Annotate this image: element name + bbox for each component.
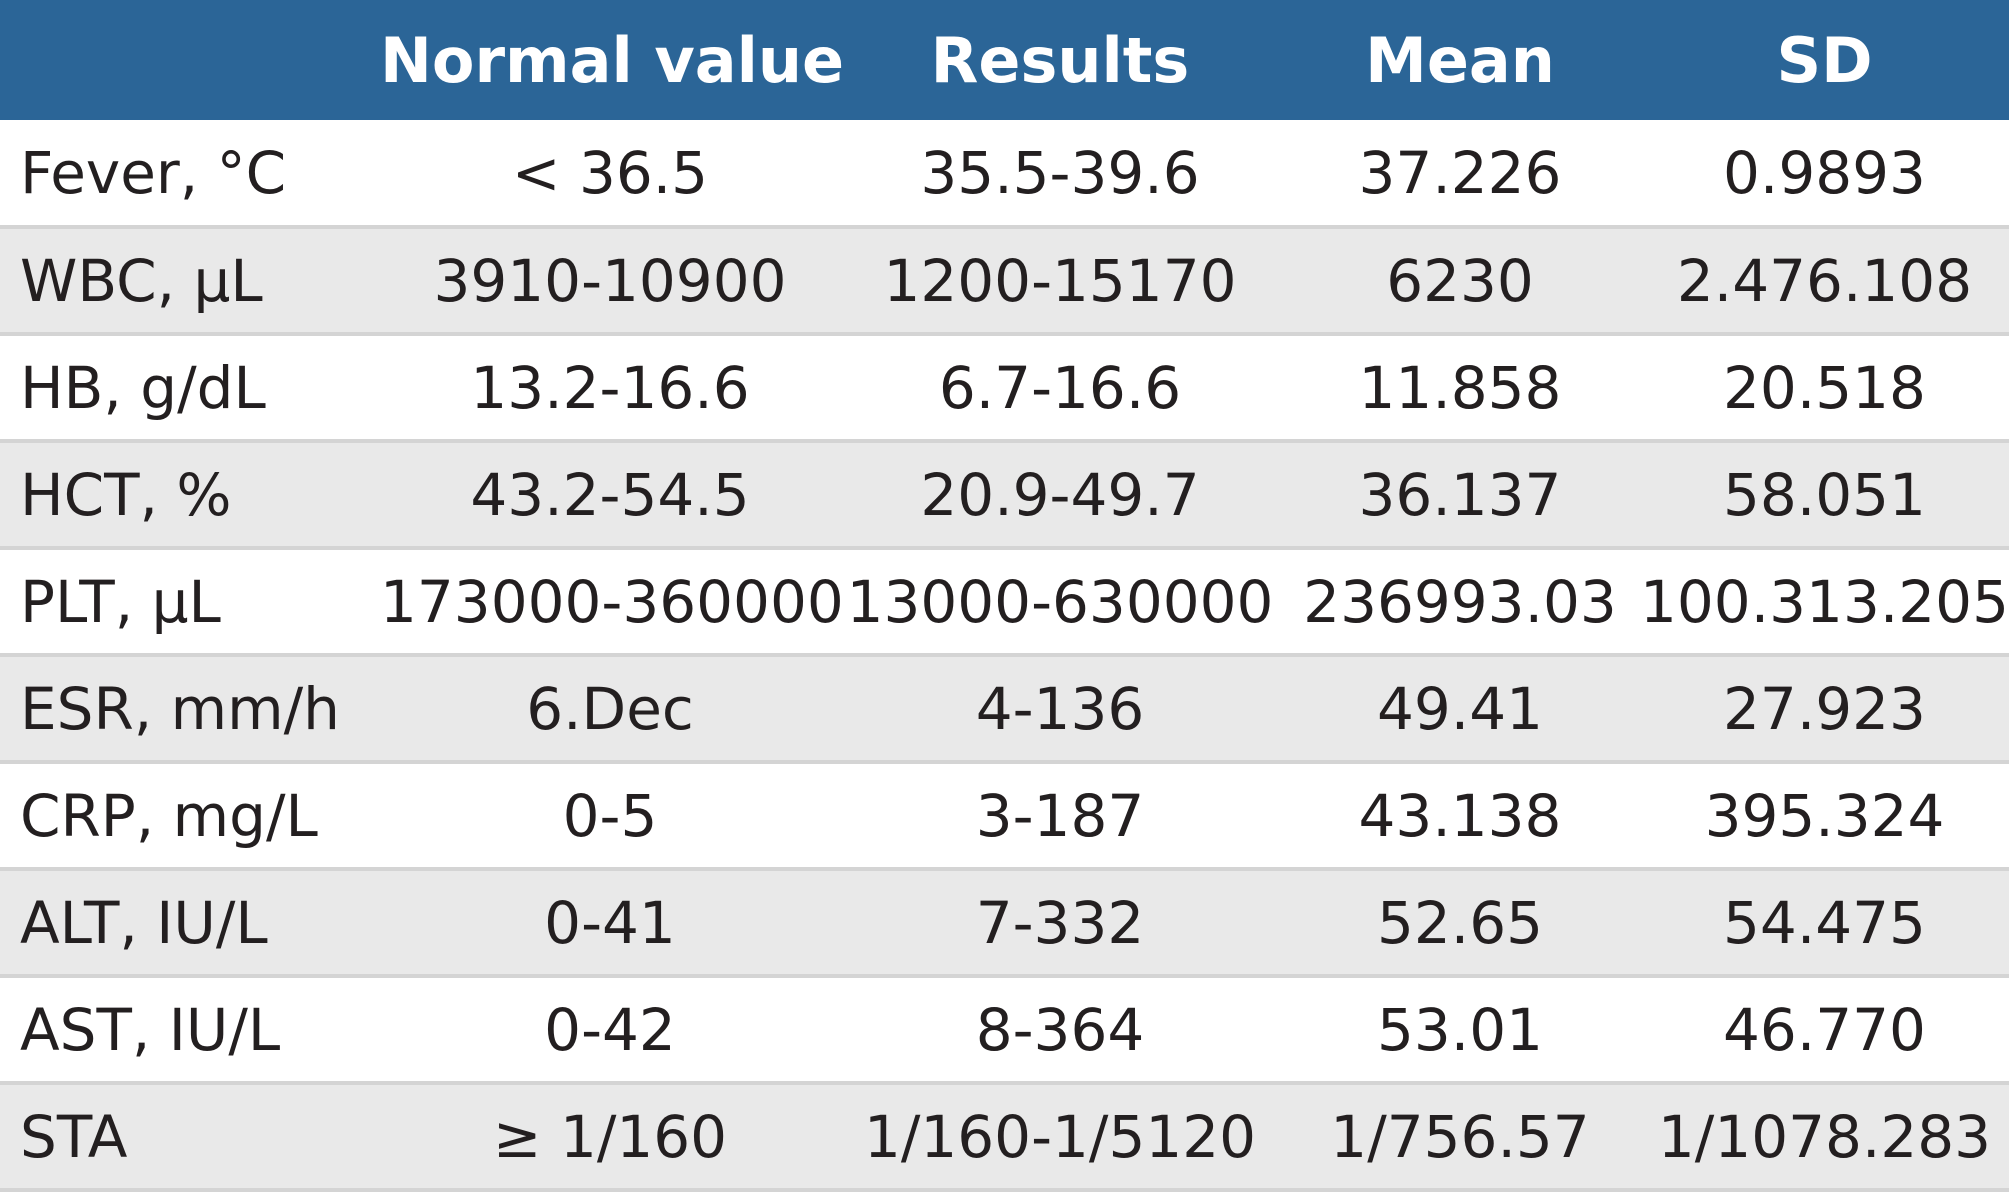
parameter-cell: WBC, μL — [20, 246, 263, 315]
table-body: Fever, °C < 36.5 35.5-39.6 37.226 0.9893… — [0, 120, 2009, 1190]
results-cell: 8-364 — [975, 995, 1145, 1064]
header-mean: Mean — [1365, 23, 1555, 97]
mean-cell: 43.138 — [1358, 781, 1562, 850]
normal-value-cell: 0-41 — [544, 888, 676, 957]
mean-cell: 53.01 — [1376, 995, 1544, 1064]
normal-value-cell: 0-42 — [544, 995, 676, 1064]
normal-value-cell: 173000-360000 — [380, 567, 844, 636]
mean-cell: 37.226 — [1358, 138, 1562, 207]
results-cell: 4-136 — [975, 674, 1145, 743]
normal-value-cell: ≥ 1/160 — [492, 1102, 728, 1171]
results-cell: 20.9-49.7 — [920, 460, 1200, 529]
sd-cell: 58.051 — [1723, 460, 1926, 529]
parameter-cell: Fever, °C — [20, 138, 287, 207]
parameter-cell: AST, IU/L — [20, 995, 281, 1064]
parameter-cell: HCT, % — [20, 460, 232, 529]
table-row: STA ≥ 1/160 1/160-1/5120 1/756.57 1/1078… — [0, 1083, 2009, 1190]
header-parameter — [0, 0, 380, 120]
normal-value-cell: < 36.5 — [511, 138, 709, 207]
parameter-cell: HB, g/dL — [20, 353, 266, 422]
mean-cell: 49.41 — [1376, 674, 1544, 743]
mean-cell: 11.858 — [1358, 353, 1562, 422]
parameter-cell: CRP, mg/L — [20, 781, 318, 850]
table-row: CRP, mg/L 0-5 3-187 43.138 395.324 — [0, 762, 2009, 869]
results-cell: 13000-630000 — [846, 567, 1274, 636]
mean-cell: 52.65 — [1376, 888, 1544, 957]
sd-cell: 100.313.205 — [1640, 567, 2009, 636]
normal-value-cell: 43.2-54.5 — [470, 460, 750, 529]
sd-cell: 395.324 — [1704, 781, 1945, 850]
results-cell: 3-187 — [975, 781, 1145, 850]
results-cell: 1/160-1/5120 — [863, 1102, 1257, 1171]
results-cell: 6.7-16.6 — [938, 353, 1182, 422]
table-row: HB, g/dL 13.2-16.6 6.7-16.6 11.858 20.51… — [0, 334, 2009, 441]
table-row: WBC, μL 3910-10900 1200-15170 6230 2.476… — [0, 227, 2009, 334]
header-sd: SD — [1776, 23, 1873, 97]
sd-cell: 0.9893 — [1723, 138, 1926, 207]
header-results: Results — [930, 23, 1190, 97]
results-cell: 7-332 — [975, 888, 1145, 957]
parameter-cell: ALT, IU/L — [20, 888, 268, 957]
sd-cell: 27.923 — [1723, 674, 1926, 743]
sd-cell: 20.518 — [1723, 353, 1926, 422]
header-row: Normal value Results Mean SD — [0, 0, 2009, 120]
table-row: ALT, IU/L 0-41 7-332 52.65 54.475 — [0, 869, 2009, 976]
table-row: ESR, mm/h 6.Dec 4-136 49.41 27.923 — [0, 655, 2009, 762]
normal-value-cell: 3910-10900 — [433, 246, 787, 315]
sd-cell: 2.476.108 — [1676, 246, 1973, 315]
normal-value-cell: 13.2-16.6 — [470, 353, 750, 422]
table-row: PLT, μL 173000-360000 13000-630000 23699… — [0, 548, 2009, 655]
normal-value-cell: 0-5 — [562, 781, 658, 850]
parameter-cell: ESR, mm/h — [20, 674, 340, 743]
parameter-cell: STA — [20, 1102, 128, 1171]
sd-cell: 54.475 — [1723, 888, 1926, 957]
table-row: HCT, % 43.2-54.5 20.9-49.7 36.137 58.051 — [0, 441, 2009, 548]
table-row: Fever, °C < 36.5 35.5-39.6 37.226 0.9893 — [0, 120, 2009, 227]
sd-cell: 1/1078.283 — [1657, 1102, 1992, 1171]
parameter-cell: PLT, μL — [20, 567, 221, 636]
mean-cell: 1/756.57 — [1330, 1102, 1590, 1171]
sd-cell: 46.770 — [1723, 995, 1926, 1064]
normal-value-cell: 6.Dec — [526, 674, 694, 743]
mean-cell: 36.137 — [1358, 460, 1562, 529]
table-header: Normal value Results Mean SD — [0, 0, 2009, 120]
mean-cell: 236993.03 — [1303, 567, 1617, 636]
header-normal-value: Normal value — [380, 23, 845, 97]
table-row: AST, IU/L 0-42 8-364 53.01 46.770 — [0, 976, 2009, 1083]
results-cell: 35.5-39.6 — [920, 138, 1200, 207]
results-cell: 1200-15170 — [883, 246, 1237, 315]
mean-cell: 6230 — [1386, 246, 1534, 315]
